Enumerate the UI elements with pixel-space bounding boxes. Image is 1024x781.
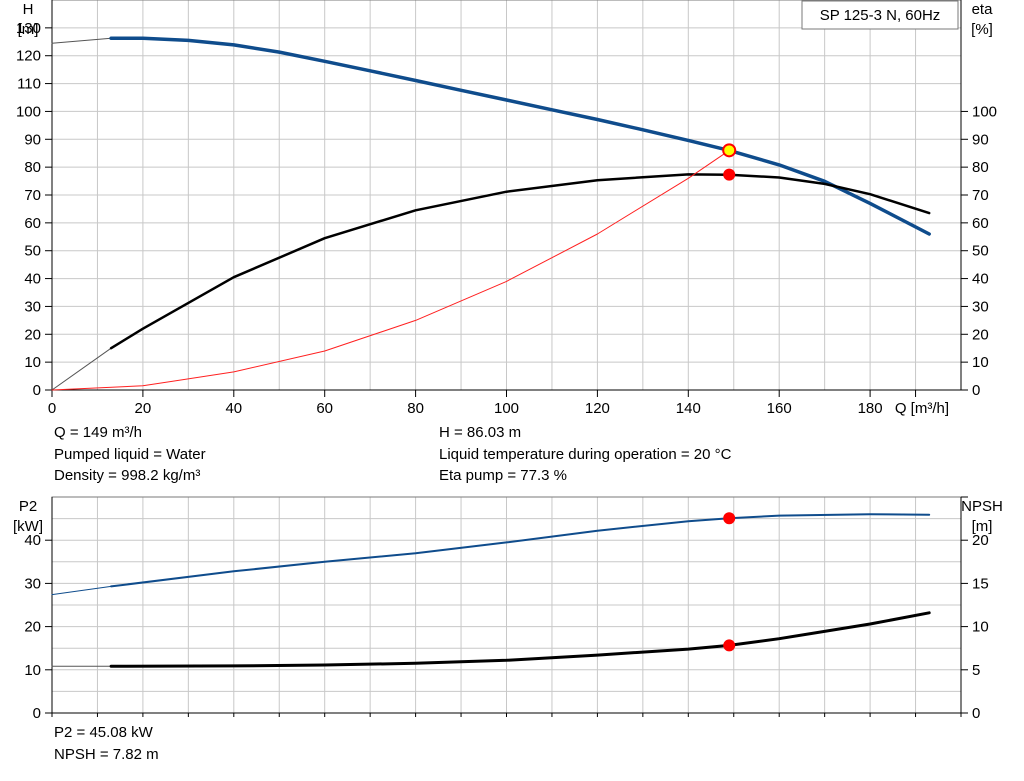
duty-head-point [722, 143, 737, 158]
upper-left-tick-label: 110 [17, 76, 41, 93]
lower-right-tick-label: 20 [972, 532, 989, 549]
x-tick-label: 40 [225, 400, 242, 417]
duty-p2-point [723, 512, 736, 525]
x-tick-label: 120 [585, 400, 610, 417]
p2-readout: P2 = 45.08 kW [54, 724, 153, 741]
upper-right-tick-label: 60 [972, 215, 989, 232]
upper-left-tick-label: 100 [16, 103, 41, 120]
eta_ext-curve [51, 347, 112, 391]
upper-right-axis-unit: [%] [971, 21, 993, 38]
upper-left-axis-title: H [23, 1, 34, 18]
head_ext-curve [51, 37, 112, 44]
upper-right-tick-label: 20 [972, 326, 989, 343]
x-axis-label: Q [m³/h] [895, 400, 949, 417]
upper-right-tick-label: 90 [972, 131, 989, 148]
lower-left-tick-label: 40 [24, 532, 41, 549]
lower-right-tick-label: 15 [972, 575, 989, 592]
upper-left-axis-unit: [m] [18, 21, 39, 38]
liquid-temperature-readout: Liquid temperature during operation = 20… [439, 446, 732, 463]
x-tick-label: 60 [316, 400, 333, 417]
x-tick-label: 180 [858, 400, 883, 417]
head-readout: H = 86.03 m [439, 424, 522, 441]
p2-curve [110, 513, 931, 588]
upper-left-tick-label: 60 [24, 215, 41, 232]
upper-left-tick-label: 30 [24, 298, 41, 315]
upper-left-tick-label: 70 [24, 187, 41, 204]
duty-npsh-point [723, 639, 736, 652]
npsh-readout: NPSH = 7.82 m [54, 746, 159, 763]
upper-left-tick-label: 120 [16, 48, 41, 65]
pumped-liquid-readout: Pumped liquid = Water [54, 446, 206, 463]
upper-left-tick-label: 80 [24, 159, 41, 176]
x-tick-label: 100 [494, 400, 519, 417]
lower-right-axis-unit: [m] [972, 518, 993, 535]
x-tick-label: 20 [135, 400, 152, 417]
upper-left-tick-label: 90 [24, 131, 41, 148]
lower-left-axis-title: P2 [19, 498, 37, 515]
upper-right-tick-label: 100 [972, 103, 997, 120]
upper-left-tick-label: 20 [24, 326, 41, 343]
x-tick-label: 80 [407, 400, 424, 417]
title-box [801, 0, 959, 30]
density-readout: Density = 998.2 kg/m³ [54, 467, 201, 484]
system-curve [51, 149, 730, 391]
x-tick-label: 0 [48, 400, 56, 417]
lower-right-axis-title: NPSH [961, 498, 1003, 515]
upper-right-tick-label: 70 [972, 187, 989, 204]
lower-left-tick-label: 20 [24, 619, 41, 636]
upper-left-tick-label: 40 [24, 271, 41, 288]
upper-right-axis-title: eta [972, 1, 994, 18]
upper-right-tick-label: 30 [972, 298, 989, 315]
upper-right-tick-label: 0 [972, 382, 980, 399]
duty-eta-point [723, 168, 736, 181]
upper-right-tick-label: 10 [972, 354, 989, 371]
upper-right-tick-label: 40 [972, 271, 989, 288]
p2_ext-curve [51, 585, 112, 596]
lower-left-axis-unit: [kW] [13, 518, 43, 535]
lower-left-tick-label: 10 [24, 662, 41, 679]
lower-right-tick-label: 5 [972, 662, 980, 679]
x-tick-label: 160 [767, 400, 792, 417]
flow-readout: Q = 149 m³/h [54, 424, 142, 441]
upper-right-tick-label: 80 [972, 159, 989, 176]
upper-left-tick-label: 130 [16, 20, 41, 37]
npsh-curve [109, 611, 931, 668]
lower-left-tick-label: 30 [24, 575, 41, 592]
upper-left-tick-label: 0 [33, 382, 41, 399]
x-tick-label: 140 [676, 400, 701, 417]
upper-left-tick-label: 50 [24, 243, 41, 260]
eta-curve [109, 173, 931, 350]
chart-title: SP 125-3 N, 60Hz [820, 7, 941, 24]
lower-right-tick-label: 0 [972, 705, 980, 722]
upper-left-tick-label: 10 [24, 354, 41, 371]
lower-left-tick-label: 0 [33, 705, 41, 722]
lower-right-tick-label: 10 [972, 619, 989, 636]
eta-pump-readout: Eta pump = 77.3 % [439, 467, 567, 484]
head-curve [109, 36, 931, 236]
upper-right-tick-label: 50 [972, 243, 989, 260]
